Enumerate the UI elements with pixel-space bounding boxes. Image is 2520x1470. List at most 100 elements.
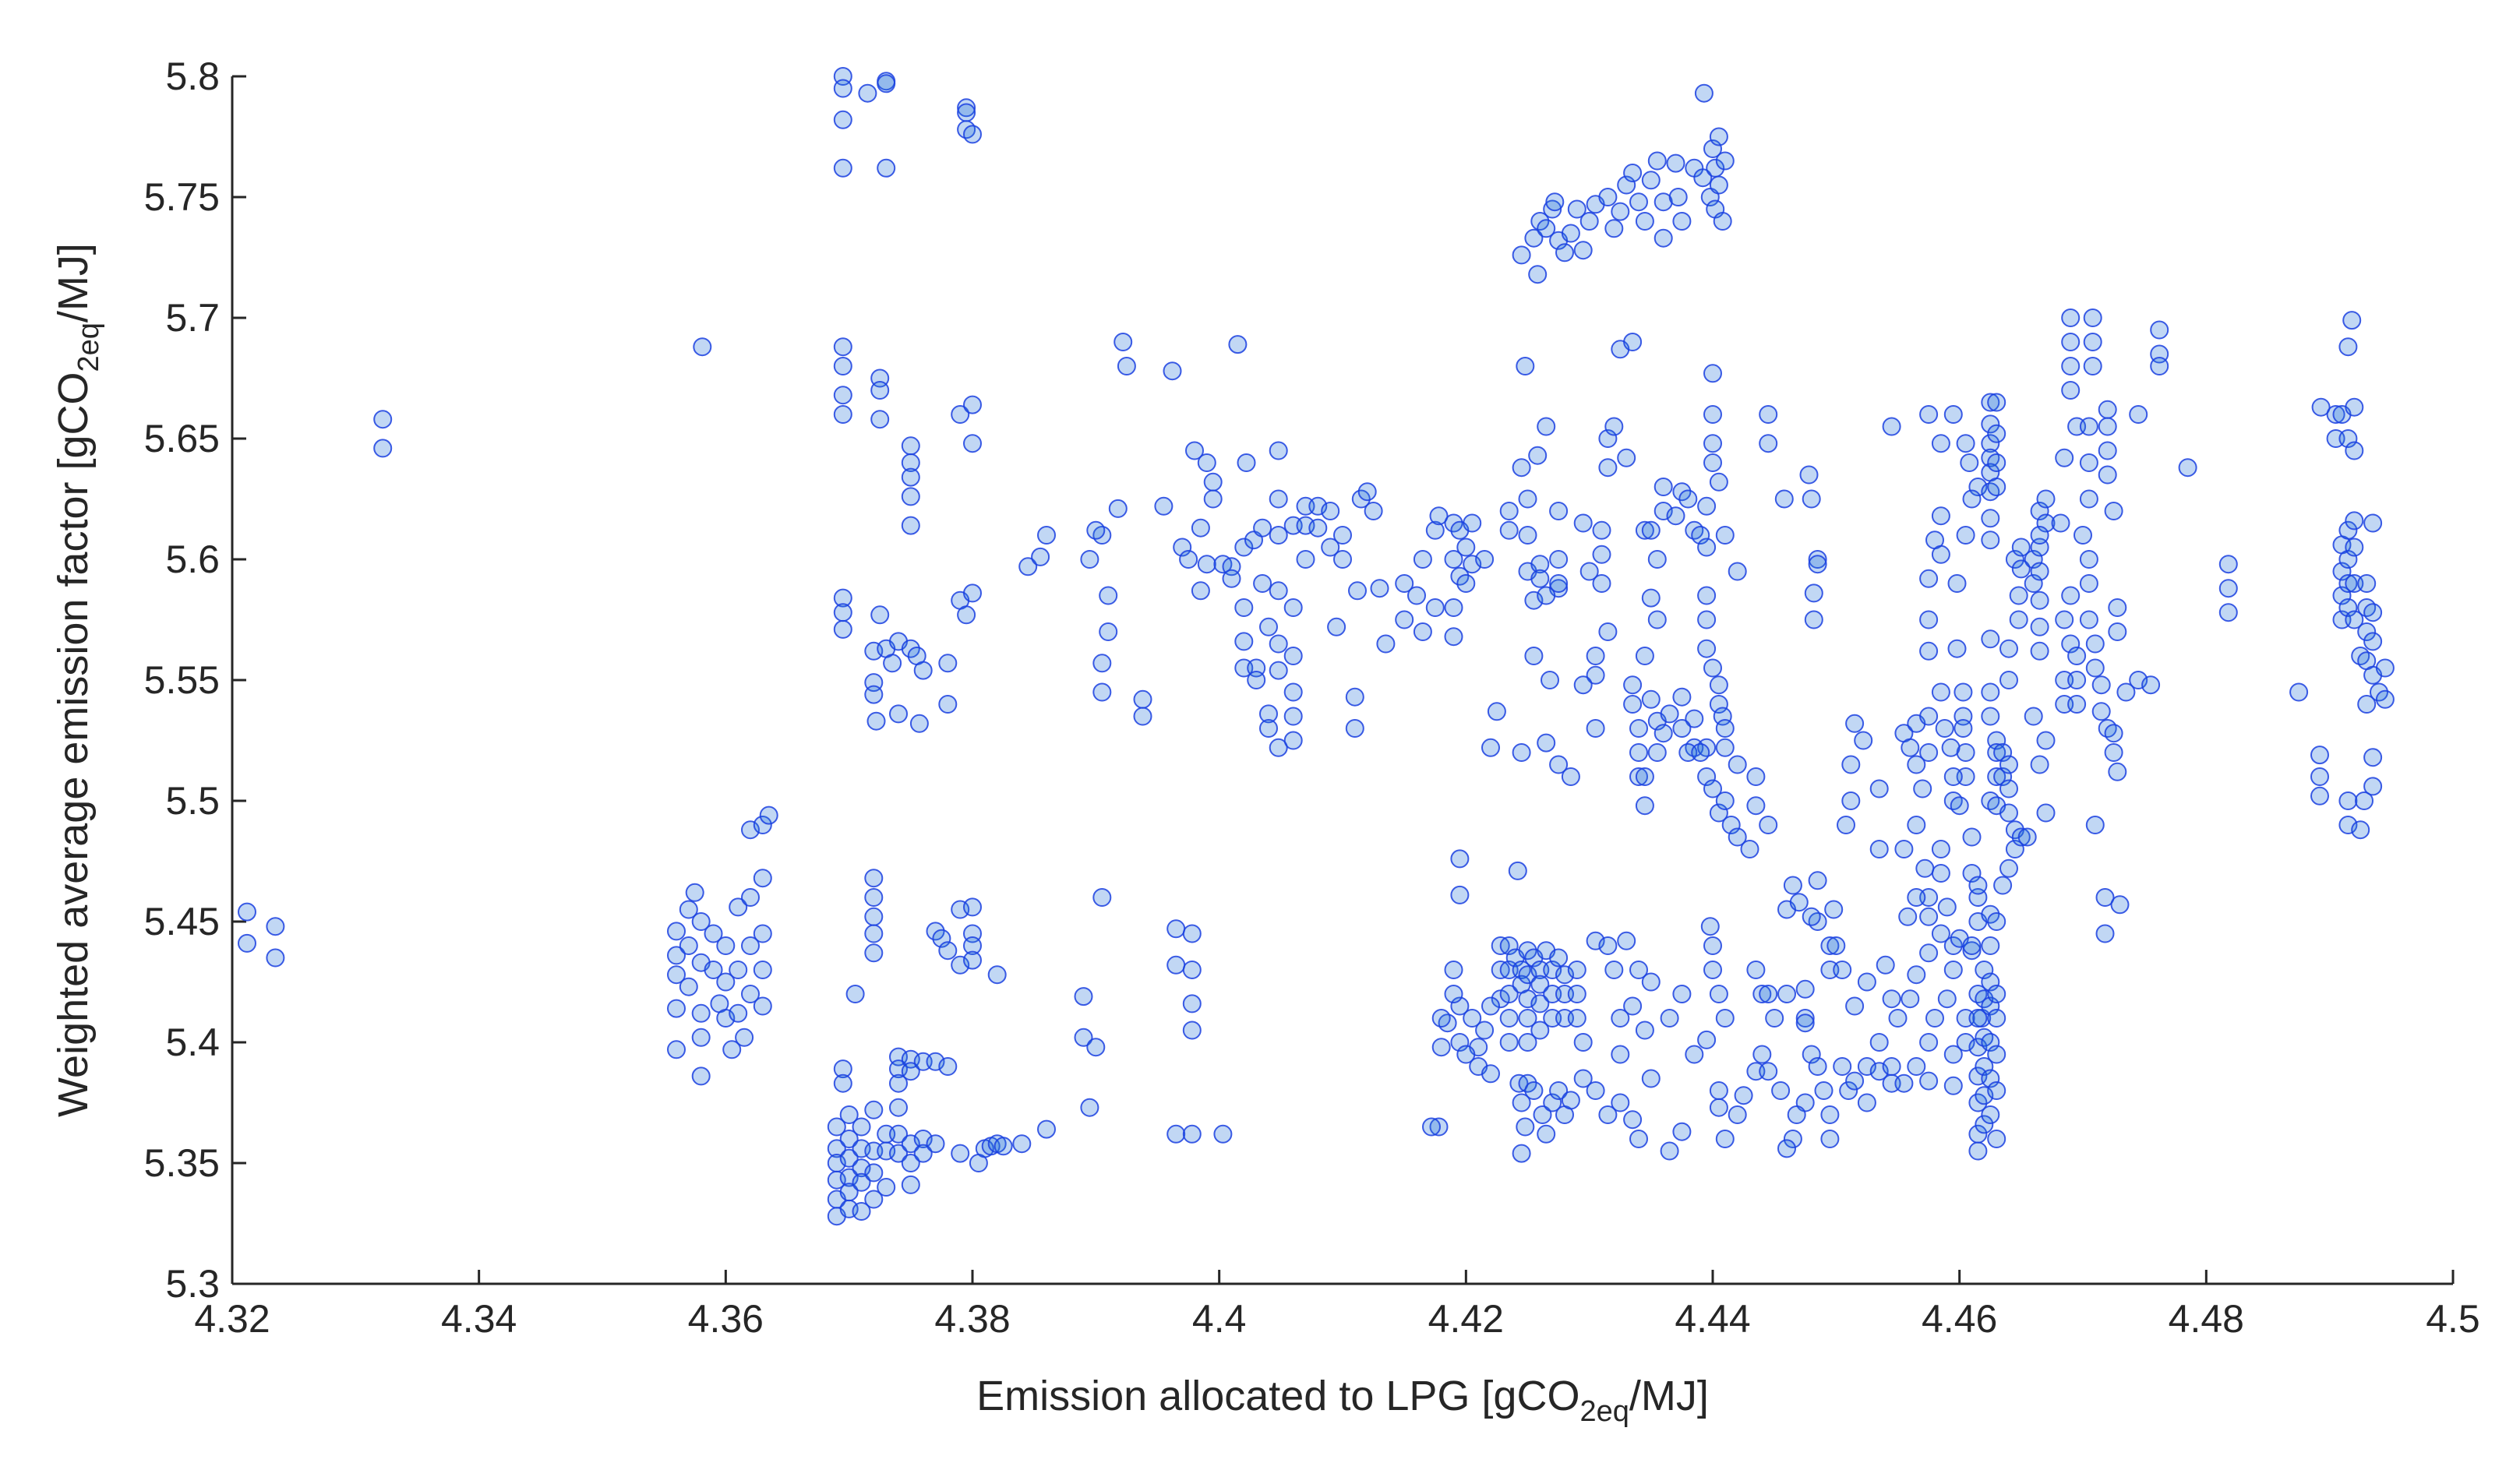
data-point [1604,961,1624,979]
data-point [1592,520,1611,540]
data-point [1537,586,1556,605]
data-point [1357,482,1377,502]
data-point [1182,994,1202,1013]
data-point [1573,513,1593,533]
data-point [1512,245,1531,265]
data-point [679,936,698,955]
data-point [1919,943,1939,963]
y-axis-label: Weighted average emission factor [gCO2eq… [50,243,105,1117]
data-point [1968,1093,1988,1112]
data-point [2370,682,2388,702]
data-point [1824,900,1844,919]
data-point [1623,164,1643,182]
data-point [1475,1021,1495,1040]
data-point [883,654,902,673]
data-point [1987,478,2006,496]
data-point [1672,212,1692,231]
data-point [901,436,920,456]
data-point [2083,357,2102,375]
data-point [1074,987,1093,1006]
data-point [1752,985,1772,1003]
data-point [1691,743,1710,762]
y-tick-label: 5.35 [144,1141,220,1185]
data-point [2218,555,2238,574]
data-point [1530,555,1550,574]
data-point [1672,985,1692,1003]
data-point [1919,1033,1939,1052]
data-point [2067,647,2087,665]
data-point [1327,617,1346,636]
data-point [1213,1124,1233,1144]
data-point [2108,762,2127,781]
data-point [1518,1033,1537,1052]
data-point [864,685,884,704]
data-point [1450,885,1470,904]
x-tick-label: 4.48 [2169,1297,2244,1341]
data-point [1666,153,1685,173]
data-point [2085,658,2105,678]
data-point [1931,545,1950,564]
data-point [833,619,852,639]
data-point [1715,526,1735,545]
data-point [1783,1130,1802,1148]
data-point [901,516,920,535]
data-point [1919,610,1939,629]
data-point [2067,695,2087,714]
data-point [833,158,852,178]
data-point [1518,489,1537,509]
data-point [1604,219,1624,238]
data-point [1629,767,1648,786]
data-point [1703,779,1722,798]
data-point [852,1202,871,1221]
data-point [877,74,896,93]
data-point [1530,994,1550,1013]
data-point [1269,661,1288,680]
data-point [1771,1081,1791,1100]
data-point [1499,520,1519,540]
data-point [1247,671,1266,689]
data-point [1283,707,1303,726]
data-point [1508,861,1527,880]
data-point [1296,550,1315,569]
data-point [1697,639,1717,658]
data-point [1759,405,1778,424]
x-axis-label-prefix: Emission allocated to LPG [gCO [976,1373,1579,1419]
data-point [1931,864,1950,883]
data-point [889,1073,908,1093]
data-point [1530,1021,1550,1040]
data-point [2011,559,2031,579]
data-point [2030,755,2049,774]
data-point [1635,212,1654,231]
data-point [1191,518,1210,538]
data-point [1799,465,1819,485]
data-point [2310,767,2329,786]
x-axis-label: Emission allocated to LPG [gCO2eq/MJ] [976,1373,1709,1428]
data-point [1795,1009,1815,1028]
data-point [1450,566,1470,586]
data-point [741,888,760,907]
data-point [1395,574,1414,593]
data-point [1826,936,1846,955]
data-point [1962,941,1982,961]
data-point [2030,590,2049,610]
data-point [1774,489,1794,509]
data-point [2345,441,2364,460]
data-point [373,439,393,458]
data-point [1728,827,1747,847]
data-point [1915,858,1935,878]
data-point [1611,1045,1630,1064]
data-point [2036,489,2056,509]
data-point [1567,1009,1586,1028]
data-point [1981,629,2000,649]
data-point [2357,622,2377,641]
data-point [1999,803,2018,823]
data-point [2098,400,2117,419]
data-point [1425,520,1445,540]
data-point [1283,682,1303,702]
data-point [864,907,884,926]
data-point [2108,598,2127,617]
data-point [1981,682,2000,702]
data-point [1237,453,1256,472]
data-point [1666,506,1685,526]
data-point [1092,654,1112,673]
